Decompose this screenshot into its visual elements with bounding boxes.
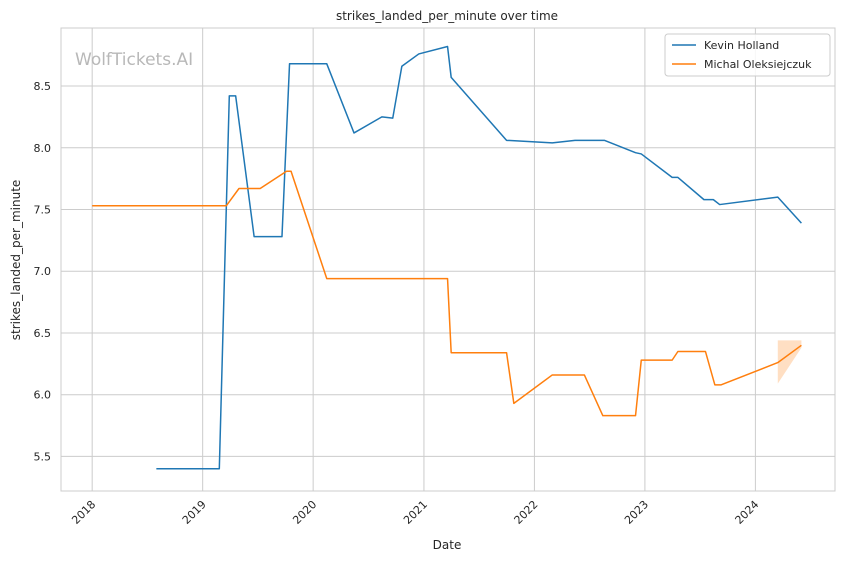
y-tick-label: 8.0 <box>34 142 52 155</box>
y-tick-label: 6.5 <box>34 327 52 340</box>
y-tick-label: 8.5 <box>34 80 52 93</box>
x-axis-title: Date <box>433 538 462 552</box>
y-tick-label: 7.0 <box>34 265 52 278</box>
y-axis-title: strikes_landed_per_minute <box>9 180 23 341</box>
series-line <box>156 45 802 470</box>
y-tick-label: 7.5 <box>34 203 52 216</box>
series-line <box>92 170 802 417</box>
chart-title: strikes_landed_per_minute over time <box>336 9 558 23</box>
confidence-band-area <box>777 340 802 384</box>
legend-label: Michal Oleksiejczuk <box>704 58 812 71</box>
y-axis-ticks: 5.5 6.0 6.5 7.0 7.5 8.0 8.5 <box>34 80 52 463</box>
series-lines <box>92 45 802 470</box>
legend: Kevin Holland Michal Oleksiejczuk <box>664 33 831 77</box>
y-tick-label: 5.5 <box>34 450 52 463</box>
watermark: WolfTickets.AI <box>75 50 193 70</box>
legend-box <box>664 33 831 77</box>
y-tick-label: 6.0 <box>34 389 52 402</box>
grid-lines <box>61 28 835 491</box>
confidence-band <box>777 340 802 384</box>
legend-label: Kevin Holland <box>704 39 779 52</box>
plot-frame <box>60 27 836 492</box>
